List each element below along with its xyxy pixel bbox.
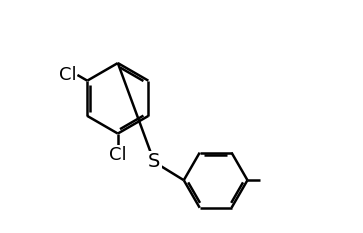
Text: S: S	[148, 152, 160, 171]
Text: Cl: Cl	[109, 146, 127, 164]
Text: Cl: Cl	[59, 66, 76, 84]
